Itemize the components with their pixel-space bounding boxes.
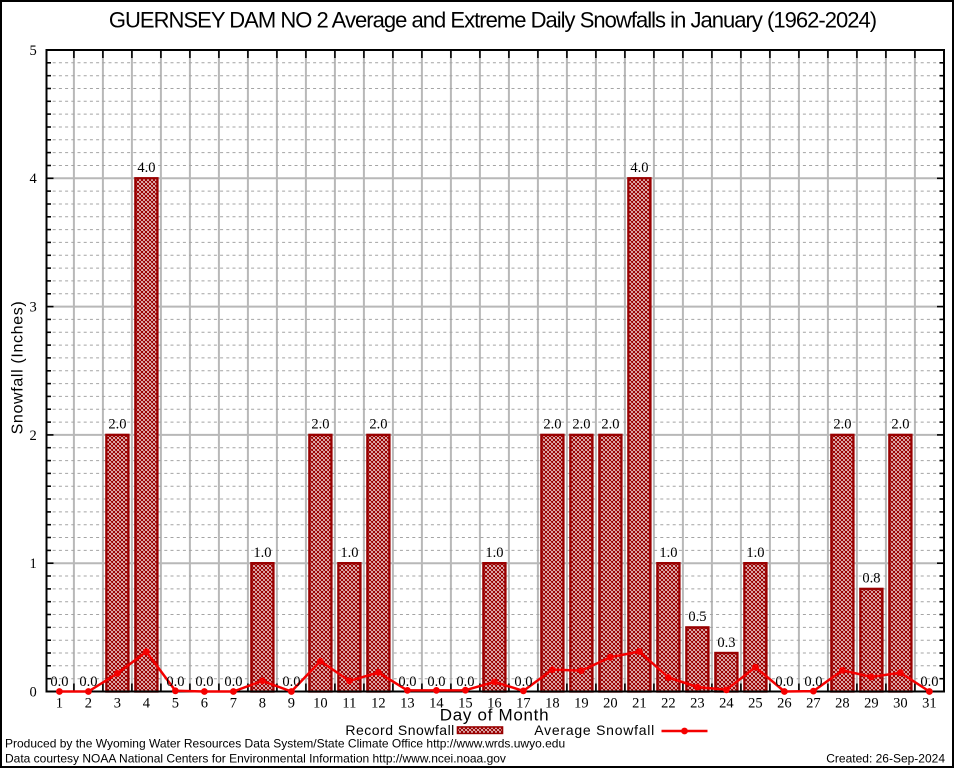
svg-text:11: 11	[342, 695, 356, 711]
svg-text:25: 25	[748, 695, 763, 711]
svg-text:0.0: 0.0	[514, 674, 532, 690]
svg-text:5: 5	[30, 43, 37, 59]
svg-text:2.0: 2.0	[833, 417, 851, 433]
svg-text:0.0: 0.0	[427, 674, 445, 690]
svg-text:22: 22	[661, 695, 676, 711]
svg-text:2: 2	[85, 695, 92, 711]
svg-text:1.0: 1.0	[659, 545, 677, 561]
svg-text:2.0: 2.0	[601, 417, 619, 433]
svg-text:Data courtesy NOAA National Ce: Data courtesy NOAA National Centers for …	[5, 752, 506, 766]
svg-text:4.0: 4.0	[630, 160, 648, 176]
svg-text:Record Snowfall: Record Snowfall	[345, 722, 454, 738]
svg-text:10: 10	[313, 695, 328, 711]
svg-text:13: 13	[400, 695, 415, 711]
svg-text:0: 0	[30, 684, 37, 700]
svg-text:5: 5	[172, 695, 179, 711]
svg-text:31: 31	[922, 695, 937, 711]
svg-text:0.0: 0.0	[282, 674, 300, 690]
svg-text:3: 3	[30, 300, 37, 316]
svg-text:1: 1	[56, 695, 63, 711]
svg-text:0.0: 0.0	[79, 674, 97, 690]
svg-text:0.0: 0.0	[50, 674, 68, 690]
svg-text:Average Snowfall: Average Snowfall	[534, 722, 655, 738]
svg-text:28: 28	[835, 695, 850, 711]
svg-text:1.0: 1.0	[485, 545, 503, 561]
svg-text:26: 26	[777, 695, 792, 711]
svg-text:20: 20	[603, 695, 618, 711]
svg-text:0.0: 0.0	[920, 674, 938, 690]
svg-text:6: 6	[201, 695, 208, 711]
svg-text:19: 19	[574, 695, 589, 711]
svg-text:2.0: 2.0	[572, 417, 590, 433]
svg-text:0.3: 0.3	[717, 635, 735, 651]
svg-text:4.0: 4.0	[137, 160, 155, 176]
svg-text:2: 2	[30, 428, 37, 444]
svg-text:GUERNSEY DAM NO 2 Average and: GUERNSEY DAM NO 2 Average and Extreme Da…	[109, 7, 876, 32]
svg-text:23: 23	[690, 695, 705, 711]
svg-text:0.0: 0.0	[398, 674, 416, 690]
svg-text:2.0: 2.0	[311, 417, 329, 433]
svg-text:2.0: 2.0	[891, 417, 909, 433]
svg-text:2.0: 2.0	[543, 417, 561, 433]
svg-text:30: 30	[893, 695, 908, 711]
svg-text:0.0: 0.0	[195, 674, 213, 690]
svg-text:27: 27	[806, 695, 821, 711]
svg-text:Snowfall (Inches): Snowfall (Inches)	[10, 301, 27, 435]
svg-text:2.0: 2.0	[108, 417, 126, 433]
svg-text:24: 24	[719, 695, 734, 711]
svg-text:2.0: 2.0	[369, 417, 387, 433]
svg-text:1.0: 1.0	[746, 545, 764, 561]
svg-text:1.0: 1.0	[253, 545, 271, 561]
svg-text:29: 29	[864, 695, 879, 711]
svg-text:17: 17	[516, 695, 531, 711]
svg-text:4: 4	[30, 171, 38, 187]
svg-text:12: 12	[371, 695, 386, 711]
svg-text:0.0: 0.0	[456, 674, 474, 690]
svg-text:0.8: 0.8	[862, 571, 880, 587]
svg-text:7: 7	[230, 695, 237, 711]
svg-text:Created: 26-Sep-2024: Created: 26-Sep-2024	[826, 752, 945, 766]
svg-text:8: 8	[259, 695, 266, 711]
svg-text:0.5: 0.5	[688, 609, 706, 625]
svg-text:16: 16	[487, 695, 502, 711]
svg-text:0.0: 0.0	[224, 674, 242, 690]
svg-text:21: 21	[632, 695, 647, 711]
svg-text:0.0: 0.0	[166, 674, 184, 690]
svg-text:15: 15	[458, 695, 473, 711]
svg-text:18: 18	[545, 695, 560, 711]
svg-text:14: 14	[429, 695, 444, 711]
svg-text:9: 9	[288, 695, 295, 711]
svg-text:0.0: 0.0	[775, 674, 793, 690]
svg-text:3: 3	[114, 695, 121, 711]
svg-text:Day of Month: Day of Month	[440, 706, 550, 725]
svg-text:1: 1	[30, 556, 37, 572]
svg-text:0.0: 0.0	[804, 674, 822, 690]
svg-text:1.0: 1.0	[340, 545, 358, 561]
svg-text:Produced by the Wyoming Water: Produced by the Wyoming Water Resources …	[5, 737, 565, 751]
svg-text:4: 4	[143, 695, 151, 711]
